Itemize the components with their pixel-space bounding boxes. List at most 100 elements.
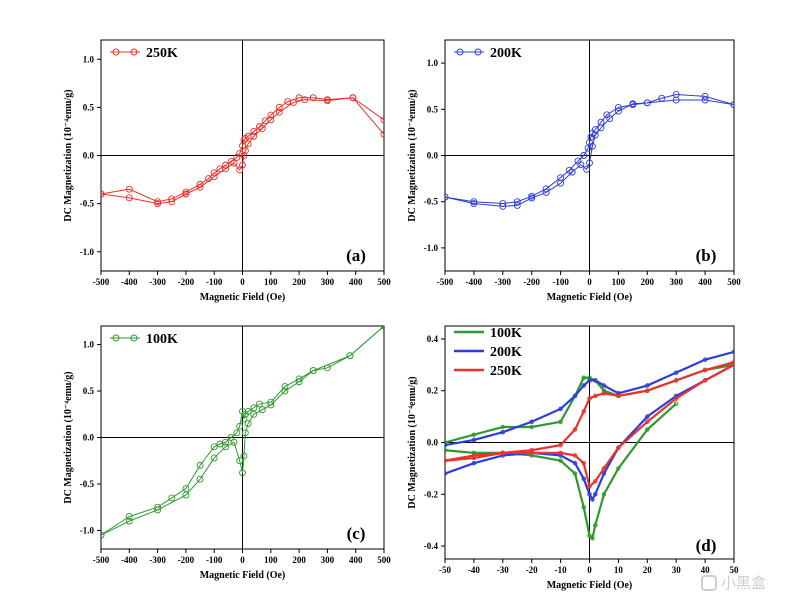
- data-point: [597, 118, 605, 126]
- x-tick-label: -100: [552, 277, 569, 287]
- data-point: [558, 419, 563, 425]
- series-line: [101, 97, 384, 205]
- x-tick-label: 50: [730, 565, 740, 575]
- x-tick-label: 40: [701, 565, 711, 575]
- y-tick-label: 0.4: [427, 334, 439, 344]
- data-point: [528, 192, 536, 200]
- y-tick-label: -0.5: [80, 479, 95, 489]
- x-tick-label: -200: [178, 555, 195, 565]
- x-tick-label: -400: [121, 555, 138, 565]
- data-point: [614, 107, 622, 115]
- x-tick-label: 30: [672, 565, 682, 575]
- data-point: [673, 378, 679, 383]
- data-point: [470, 198, 478, 206]
- watermark: 小黑盒: [700, 572, 766, 593]
- x-tick-label: 20: [643, 565, 653, 575]
- data-point: [380, 116, 384, 124]
- data-point: [614, 104, 622, 111]
- data-point: [645, 388, 650, 393]
- data-point: [267, 116, 275, 124]
- data-point: [529, 450, 534, 456]
- x-tick-label: -100: [206, 277, 223, 287]
- data-point: [593, 393, 598, 399]
- data-point: [267, 111, 275, 119]
- data-point: [572, 460, 578, 466]
- data-point: [701, 96, 709, 104]
- data-point: [281, 382, 289, 390]
- data-point: [309, 94, 317, 102]
- x-tick-label: 400: [698, 277, 712, 287]
- data-point: [240, 415, 248, 423]
- x-tick-label: 200: [641, 277, 655, 287]
- y-tick-label: 1.0: [83, 54, 95, 64]
- data-point: [557, 174, 565, 182]
- data-point: [445, 458, 448, 463]
- x-tick-label: 500: [727, 277, 741, 287]
- x-tick-label: -50: [439, 565, 451, 575]
- series-line: [445, 99, 734, 207]
- x-tick-label: 0: [587, 277, 592, 287]
- series-line: [445, 363, 734, 502]
- legend-marker: [112, 48, 120, 56]
- data-point: [236, 150, 244, 158]
- data-point: [471, 437, 477, 443]
- y-tick-label: -0.2: [424, 489, 439, 499]
- y-tick-label: -0.5: [80, 199, 95, 209]
- data-point: [210, 173, 218, 181]
- data-point: [645, 414, 650, 419]
- data-point: [210, 454, 218, 462]
- x-tick-label: -300: [149, 555, 166, 565]
- data-point: [616, 445, 621, 450]
- x-tick-label: 300: [321, 555, 335, 565]
- data-point: [643, 99, 651, 107]
- legend-marker: [130, 48, 138, 56]
- data-point: [125, 185, 133, 193]
- data-point: [258, 406, 266, 414]
- y-tick-label: 1.0: [427, 58, 439, 68]
- data-point: [597, 124, 605, 132]
- data-point: [588, 142, 596, 150]
- data-point: [241, 147, 249, 155]
- data-point: [557, 179, 565, 187]
- data-point: [239, 469, 246, 477]
- data-point: [230, 438, 238, 446]
- data-point: [471, 432, 477, 437]
- data-point: [593, 523, 598, 528]
- data-point: [590, 497, 595, 502]
- data-point: [125, 194, 133, 202]
- x-tick-label: 300: [669, 277, 683, 287]
- data-point: [250, 127, 258, 135]
- data-point: [528, 194, 536, 202]
- data-point: [645, 427, 650, 432]
- y-axis-label: DC Magnetization (10⁻⁴emu/g): [407, 89, 418, 221]
- legend-label: 100K: [146, 332, 178, 347]
- data-point: [244, 420, 252, 428]
- x-tick-label: -400: [466, 277, 483, 287]
- legend-marker: [474, 48, 482, 56]
- data-point: [250, 132, 258, 140]
- y-axis-label: DC Magnetization (10⁻⁴emu/g): [407, 376, 418, 508]
- x-tick-label: 200: [292, 555, 306, 565]
- x-tick-label: 0: [240, 555, 245, 565]
- data-point: [471, 453, 477, 458]
- data-point: [513, 198, 521, 206]
- data-point: [591, 131, 599, 139]
- data-point: [593, 492, 598, 497]
- data-point: [601, 471, 607, 476]
- legend-marker: [456, 48, 464, 56]
- data-point: [580, 152, 588, 159]
- data-point: [323, 97, 331, 105]
- data-point: [542, 185, 550, 193]
- data-point: [210, 443, 218, 451]
- data-point: [601, 383, 607, 388]
- data-point: [244, 408, 252, 415]
- data-point: [236, 457, 244, 465]
- y-tick-label: -0.5: [424, 197, 439, 207]
- y-tick-label: -1.0: [80, 247, 95, 257]
- panel-d: -50 -40 -30 -20 -10 0 10 20 30 40 50 -0.4 -0.2 0.0 0.2…: [407, 325, 740, 591]
- data-point: [346, 352, 354, 360]
- panel-a: -500 -400 -300 -200 -100 0 100 200 300 400 500 -1.0…: [63, 39, 391, 303]
- data-point: [240, 452, 248, 460]
- data-point: [672, 96, 680, 104]
